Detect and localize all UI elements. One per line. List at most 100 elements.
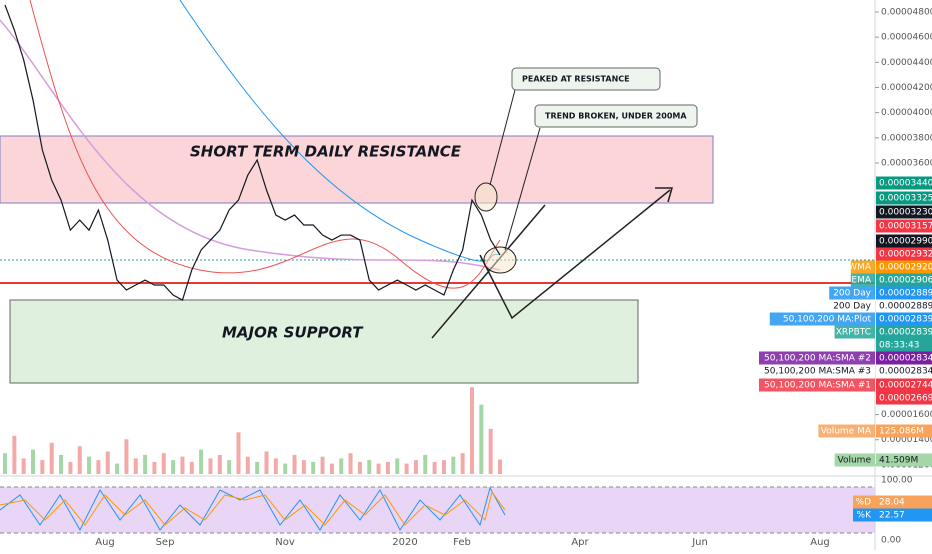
price-badge	[876, 391, 932, 405]
volume-bar	[133, 458, 138, 474]
badge-name-text: 50,100,200 MA:SMA #1	[764, 381, 871, 391]
price-badge	[876, 338, 932, 352]
y-tick-label: 0.00001400	[881, 435, 932, 445]
volume-bar	[31, 449, 36, 474]
badge-name	[850, 273, 875, 287]
badge-value: 0.00002839	[879, 328, 932, 338]
annotation: SHORT TERM DAILY RESISTANCE	[190, 143, 462, 161]
price-badge	[876, 364, 932, 378]
price-badge	[876, 273, 932, 287]
rsi-name: %K	[857, 511, 873, 521]
volume-bar	[451, 456, 456, 474]
badge-value: 0.00002744	[879, 381, 932, 391]
price-badge	[876, 351, 932, 365]
badge-name-text: 50,100,200 MA:SMA #3	[764, 367, 871, 377]
volume-bar	[385, 461, 390, 474]
annotation: PEAKED AT RESISTANCE	[522, 75, 630, 84]
badge-value: 0.00002834	[879, 354, 932, 364]
rsi-d	[0, 490, 506, 526]
volume-bar	[367, 460, 372, 474]
price-badge	[876, 260, 932, 274]
badge-name	[769, 312, 875, 326]
rsi-badge	[853, 495, 932, 509]
volume-bar	[171, 460, 176, 474]
badge-value: 0.00002920	[879, 263, 932, 273]
price-badge	[876, 234, 932, 248]
volume-bar	[432, 461, 437, 474]
badge-value: 0.00003325	[879, 194, 932, 204]
volume-bar	[264, 451, 269, 474]
badge-name-text: 200 Day	[833, 289, 871, 299]
x-tick-label: Aug	[95, 537, 115, 548]
volume-bar	[404, 463, 409, 474]
badge-name-text: EMA	[851, 276, 871, 286]
resistance-zone	[0, 135, 714, 204]
volume-bar	[320, 456, 325, 474]
y-tick-label: 0.00003800	[881, 133, 932, 143]
badge-name	[759, 364, 875, 378]
badge-name	[834, 325, 875, 339]
x-tick-label: 2020	[392, 537, 417, 548]
x-tick-label: Feb	[453, 537, 471, 548]
drawings	[431, 89, 673, 339]
rsi-band	[0, 487, 875, 533]
badge-name-text: WMA	[848, 263, 872, 273]
ma-curve	[0, 19, 501, 271]
volume-bar	[348, 453, 353, 474]
x-tick-label: Jun	[691, 537, 708, 548]
rsi-name: %D	[856, 498, 872, 508]
rsi-tick: 100.00	[881, 476, 913, 486]
volume-bar	[199, 449, 204, 474]
badge-value: 0.00002906	[879, 276, 932, 286]
x-tick-label: Aug	[810, 537, 830, 548]
y-tick-label: 0.00003600	[881, 158, 932, 168]
rsi-value: 28.04	[879, 498, 905, 508]
volume-bar	[376, 463, 381, 474]
badge-value: 0.00003440	[879, 179, 932, 189]
volume-bar	[21, 458, 26, 474]
volume-bar	[236, 432, 241, 474]
volume-bar	[124, 439, 129, 474]
badge-value: 0.00002669	[879, 394, 932, 404]
volume-bar	[441, 460, 446, 474]
badge-name-text: 200 Day	[833, 302, 871, 312]
badge-value: 41.509M	[879, 456, 918, 466]
volume-bar	[301, 460, 306, 474]
price-badge	[876, 219, 932, 233]
y-tick-label: 0.00004000	[881, 108, 932, 118]
volume-bar	[180, 456, 185, 474]
volume-bar	[105, 451, 110, 474]
badge-name-text: 50,100,200 MA:SMA #2	[764, 354, 871, 364]
volume-bar	[59, 454, 64, 474]
rsi-tick: 0.00	[881, 536, 901, 546]
badge-name-text: XRPBTC	[836, 328, 871, 338]
badge-name	[850, 260, 875, 274]
y-tick-label: 0.00001600	[881, 410, 932, 420]
badge-name	[834, 453, 875, 467]
support-zone	[9, 299, 639, 384]
badge-value: 0.00002839	[879, 315, 932, 325]
volume-bar	[423, 454, 428, 474]
x-tick-label: Nov	[275, 537, 295, 548]
volume-bar	[488, 428, 493, 474]
y-tick-label: 0.00004400	[881, 58, 932, 68]
volume-bar	[227, 460, 232, 474]
volume-bar	[413, 460, 418, 474]
volume-bar	[395, 458, 400, 474]
badge-value: 0.00002932	[879, 250, 932, 260]
volume-bar	[77, 446, 82, 474]
badge-name-text: Volume MA	[821, 427, 872, 437]
volume-bar	[40, 460, 45, 474]
volume-bar	[273, 458, 278, 474]
callout	[511, 67, 661, 91]
price-badge	[876, 191, 932, 205]
volume-bar	[311, 461, 316, 474]
badge-value: 0.00002990	[879, 237, 932, 247]
ma-curve	[179, 0, 501, 262]
volume-bar	[283, 463, 288, 474]
x-tick-label: Sep	[156, 537, 175, 548]
volume-bar	[152, 461, 157, 474]
y-tick-label: 0.00004200	[881, 83, 932, 93]
price-badge	[876, 312, 932, 326]
